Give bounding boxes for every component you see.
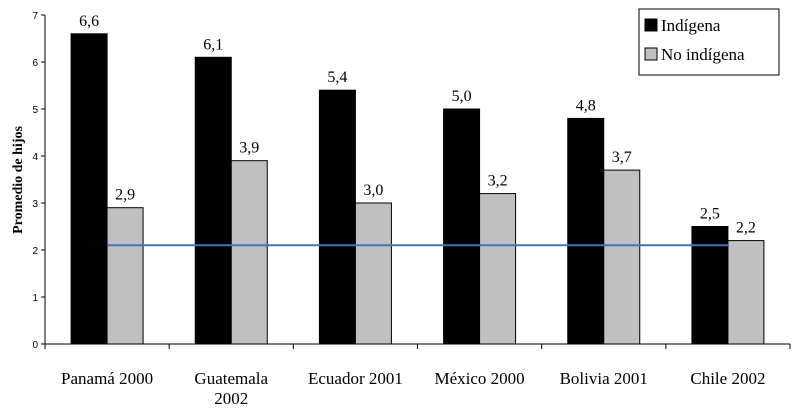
data-label: 3,2: [488, 173, 508, 190]
data-label: 4,8: [576, 97, 596, 114]
bar-no-indigena: [479, 193, 517, 345]
y-tick-label: 7: [32, 11, 38, 22]
x-tick-label: Panamá 2000: [61, 369, 153, 388]
y-tick-label: 2: [32, 246, 38, 257]
legend-box: [638, 8, 780, 76]
x-tick-label: Chile 2002: [690, 369, 765, 388]
y-tick-label: 1: [32, 293, 38, 304]
bar-no-indigena: [106, 207, 144, 345]
x-tick-label: Ecuador 2001: [308, 369, 403, 388]
bar-indigena: [691, 226, 729, 345]
bar-no-indigena: [354, 202, 392, 345]
bar-indigena: [567, 117, 605, 345]
legend-label: Indígena: [661, 16, 721, 35]
x-tick-label: Bolivia 2001: [560, 369, 648, 388]
bar-indigena: [70, 33, 108, 345]
data-label: 2,2: [736, 220, 756, 237]
bar-indigena: [318, 89, 356, 345]
x-tick-label: Guatemala: [194, 369, 268, 388]
bar-no-indigena: [603, 169, 641, 345]
data-label: 3,0: [363, 182, 383, 199]
bar-no-indigena: [727, 240, 765, 345]
plot-area: 0 1 2 3 4 5 6 7 6,6 2,9 Panamá 2000 6,1 3,9 Guatemala…: [32, 11, 791, 408]
data-label: 5,4: [327, 69, 347, 86]
legend-swatch: [644, 47, 658, 61]
data-label: 3,7: [612, 149, 632, 166]
data-label: 6,1: [203, 36, 223, 53]
x-tick-label: 2002: [214, 389, 248, 408]
data-label: 3,9: [239, 140, 259, 157]
y-tick-label: 4: [32, 152, 38, 163]
data-label: 2,5: [700, 206, 720, 223]
data-label: 2,9: [115, 187, 135, 204]
x-tick-label: México 2000: [434, 369, 524, 388]
legend-swatch: [644, 18, 658, 32]
y-tick-label: 6: [32, 58, 38, 69]
y-tick-label: 3: [32, 199, 38, 210]
y-tick-label: 5: [32, 105, 38, 116]
bar-indigena: [443, 108, 481, 345]
legend-label: No indígena: [661, 45, 745, 64]
y-tick-label: 0: [32, 340, 38, 351]
bar-indigena: [194, 56, 232, 345]
data-label: 6,6: [79, 13, 99, 30]
data-label: 5,0: [452, 88, 472, 105]
y-axis-label: Promedio de hijos: [11, 126, 26, 234]
bar-no-indigena: [230, 160, 268, 345]
legend: Indígena No indígena: [638, 8, 780, 76]
